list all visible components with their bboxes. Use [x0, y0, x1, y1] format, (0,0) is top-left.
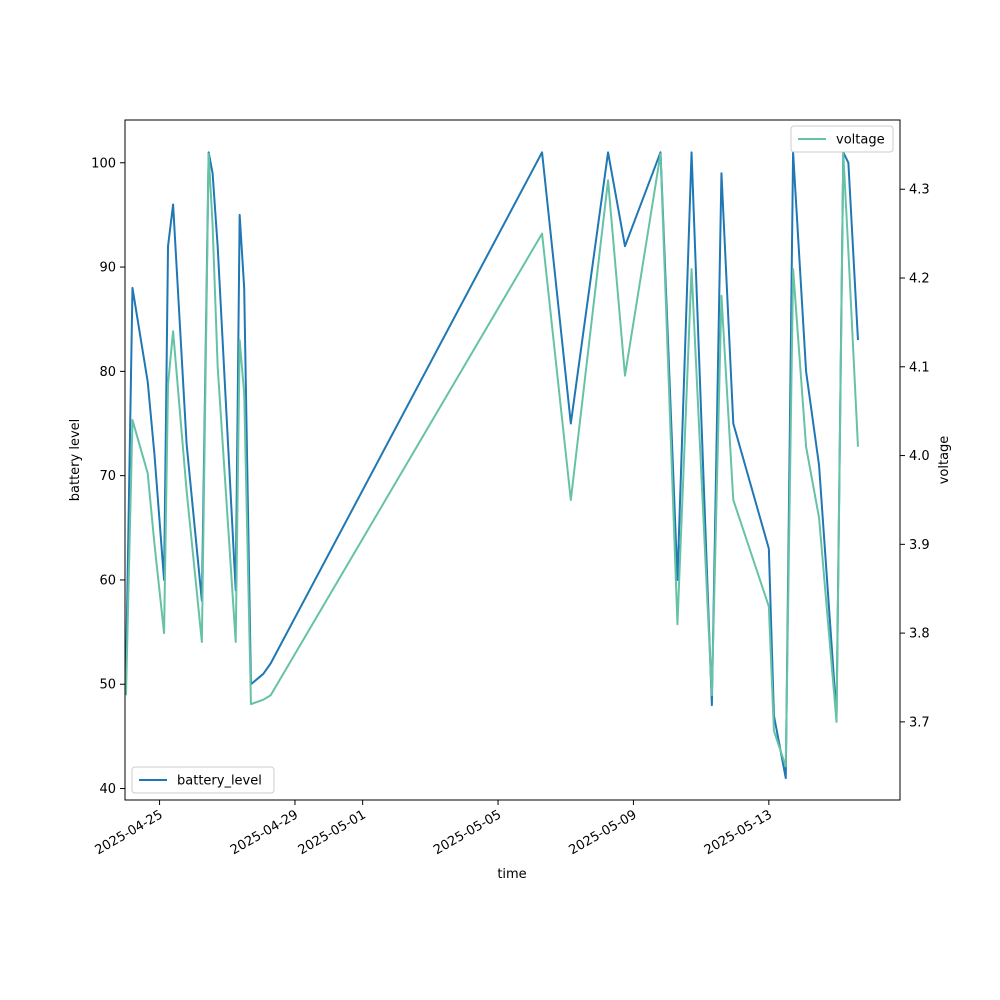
y-right-tick-label: 4.2	[909, 272, 930, 287]
y-right-tick-label: 4.3	[909, 183, 930, 198]
y-right-tick-label: 4.1	[909, 360, 930, 375]
y-right-tick-label: 4.0	[909, 449, 930, 464]
y-right-tick-label: 3.9	[909, 538, 930, 553]
y-axis-left-label: battery level	[68, 419, 83, 502]
y-left-tick-label: 90	[99, 261, 116, 276]
x-axis-label: time	[497, 867, 526, 882]
y-left-tick-label: 40	[99, 782, 116, 797]
legend-battery-level-box	[131, 766, 275, 794]
y-axis-right: 3.7 3.8 3.9 4.0 4.1 4.2 4.3	[900, 183, 930, 730]
legend-battery-level-label: battery_level	[177, 774, 262, 789]
y-left-tick-label: 60	[99, 573, 116, 588]
legend-voltage-label: voltage	[836, 133, 885, 148]
y-axis-right-label: voltage	[937, 436, 952, 485]
y-right-tick-label: 3.7	[909, 715, 930, 730]
plot-area-frame	[124, 119, 901, 801]
y-right-tick-label: 3.8	[909, 627, 930, 642]
y-left-tick-label: 50	[99, 678, 116, 693]
legend-voltage-box	[790, 125, 894, 153]
y-left-tick-label: 100	[91, 156, 116, 171]
series-layer	[124, 151, 859, 780]
series-line-battery-level	[124, 151, 859, 780]
series-line-voltage	[124, 152, 859, 768]
y-left-tick-label: 80	[99, 365, 116, 380]
legend-battery-level: battery_level	[131, 766, 275, 794]
y-left-tick-label: 70	[99, 469, 116, 484]
legend-voltage: voltage	[790, 125, 894, 153]
y-axis-left: 40 50 60 70 80 90 100	[91, 156, 125, 797]
